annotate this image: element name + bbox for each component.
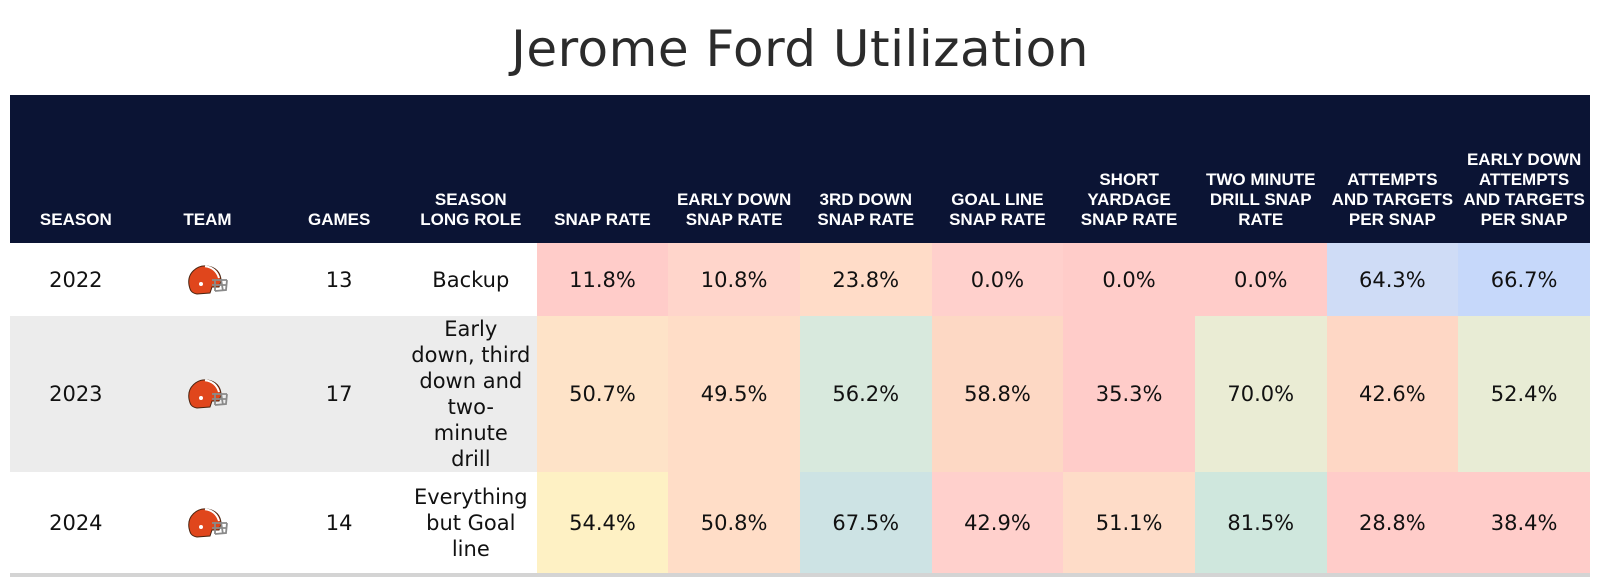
table-header: SEASON TEAM GAMES SEASON LONG ROLE SNAP … bbox=[10, 95, 1590, 243]
snap-rate-cell: 54.4% bbox=[536, 472, 669, 574]
early-down-attempts-targets-per-snap-cell: 52.4% bbox=[1458, 316, 1590, 472]
column-header-games: GAMES bbox=[307, 210, 371, 229]
3rd-down-snap-rate-cell: 23.8% bbox=[799, 243, 932, 316]
column-header-3rd-down-snap-rate: 3RD DOWN SNAP RATE bbox=[817, 190, 915, 229]
table-row: 2023 17 Early down, third down and two-min… bbox=[10, 316, 1590, 472]
column-header-early-down-attempts-targets-per-snap: EARLY DOWN ATTEMPTS AND TARGETS PER SNAP bbox=[1463, 150, 1585, 229]
snap-rate-cell: 11.8% bbox=[536, 243, 669, 316]
attempts-targets-per-snap-cell: 42.6% bbox=[1326, 316, 1459, 472]
table-bottom-rule bbox=[10, 573, 1590, 577]
games-cell: 14 bbox=[325, 511, 353, 535]
column-header-snap-rate: SNAP RATE bbox=[554, 210, 651, 229]
early-down-snap-rate-cell: 49.5% bbox=[668, 316, 800, 472]
column-header-season-long-role: SEASON LONG ROLE bbox=[420, 190, 522, 229]
3rd-down-snap-rate-cell: 56.2% bbox=[799, 316, 932, 472]
two-minute-drill-snap-rate-cell: 0.0% bbox=[1194, 243, 1327, 316]
two-minute-drill-snap-rate-cell: 70.0% bbox=[1194, 316, 1327, 472]
team-cell bbox=[142, 472, 274, 574]
season-cell: 2024 bbox=[49, 511, 103, 535]
chart-title: Jerome Ford Utilization bbox=[511, 20, 1089, 78]
column-header-attempts-targets-per-snap: ATTEMPTS AND TARGETS PER SNAP bbox=[1331, 170, 1454, 229]
team-cell bbox=[142, 316, 274, 472]
early-down-attempts-targets-per-snap-cell: 66.7% bbox=[1458, 243, 1590, 316]
short-yardage-snap-rate-cell: 35.3% bbox=[1063, 316, 1195, 472]
early-down-snap-rate-cell: 50.8% bbox=[668, 472, 800, 574]
attempts-targets-per-snap-cell: 28.8% bbox=[1326, 472, 1459, 574]
column-header-goal-line-snap-rate: GOAL LINE SNAP RATE bbox=[949, 190, 1046, 229]
two-minute-drill-snap-rate-cell: 81.5% bbox=[1194, 472, 1327, 574]
short-yardage-snap-rate-cell: 51.1% bbox=[1063, 472, 1195, 574]
snap-rate-cell: 50.7% bbox=[536, 316, 669, 472]
column-header-short-yardage-snap-rate: SHORT YARDAGE SNAP RATE bbox=[1080, 170, 1178, 229]
games-cell: 13 bbox=[325, 267, 353, 292]
role-cell: Backup bbox=[432, 267, 510, 292]
role-cell: Early down, third down and two-minute dr… bbox=[411, 317, 531, 471]
early-down-snap-rate-cell: 10.8% bbox=[668, 243, 800, 316]
role-cell: Everything but Goal line bbox=[413, 485, 528, 561]
goal-line-snap-rate-cell: 42.9% bbox=[931, 472, 1064, 574]
season-cell: 2022 bbox=[49, 267, 103, 292]
column-header-team: TEAM bbox=[183, 210, 232, 229]
season-cell: 2023 bbox=[49, 382, 103, 406]
column-header-two-minute-drill-snap-rate: TWO MINUTE DRILL SNAP RATE bbox=[1205, 170, 1316, 229]
3rd-down-snap-rate-cell: 67.5% bbox=[799, 472, 932, 574]
browns-helmet-icon bbox=[188, 508, 229, 538]
column-header-early-down-snap-rate: EARLY DOWN SNAP RATE bbox=[676, 190, 792, 229]
browns-helmet-icon bbox=[188, 379, 229, 409]
attempts-targets-per-snap-cell: 64.3% bbox=[1326, 243, 1459, 316]
games-cell: 17 bbox=[325, 382, 353, 406]
browns-helmet-icon bbox=[188, 264, 229, 295]
utilization-table: SEASON TEAM GAMES SEASON LONG ROLE SNAP … bbox=[10, 95, 1590, 574]
goal-line-snap-rate-cell: 0.0% bbox=[931, 243, 1064, 316]
table-row: 2022 13 Backup 11.8% 10.8% 23.8% 0.0% 0.0% 0.0% 6… bbox=[10, 243, 1590, 316]
early-down-attempts-targets-per-snap-cell: 38.4% bbox=[1458, 472, 1590, 574]
header-row: SEASON TEAM GAMES SEASON LONG ROLE SNAP … bbox=[10, 95, 1590, 243]
team-cell bbox=[142, 243, 274, 316]
column-header-season: SEASON bbox=[39, 210, 112, 229]
goal-line-snap-rate-cell: 58.8% bbox=[931, 316, 1064, 472]
table-row: 2024 14 Everything but Goal line 54.4% 50.8%… bbox=[10, 472, 1590, 574]
table-body: 2022 13 Backup 11.8% 10.8% 23.8% 0.0% 0.0% 0.0% 6… bbox=[10, 243, 1590, 574]
short-yardage-snap-rate-cell: 0.0% bbox=[1063, 243, 1195, 316]
